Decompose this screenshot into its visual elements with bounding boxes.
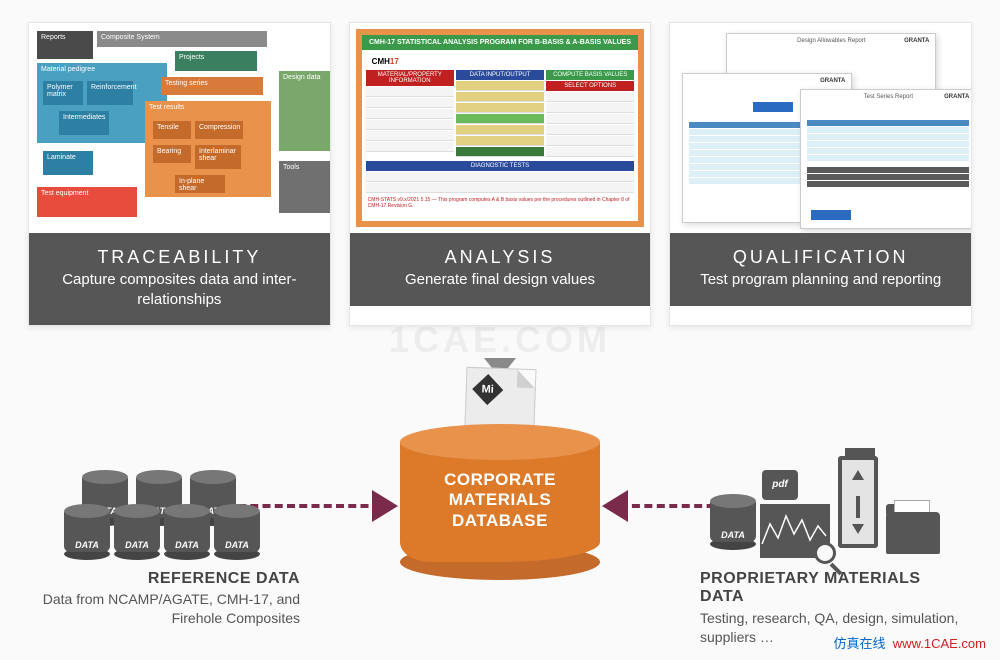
- traceability-diagram: Reports Composite System Material pedigr…: [29, 23, 330, 233]
- tbox-compression: Compression: [195, 121, 243, 139]
- submit-button: [753, 102, 793, 112]
- tbox-polymer: Polymer matrix: [43, 81, 83, 105]
- tbox-composite-system: Composite System: [97, 31, 267, 47]
- tbox-inplane: In-plane shear: [175, 175, 225, 193]
- caption-title: ANALYSIS: [360, 247, 641, 268]
- tbox-tools: Tools: [279, 161, 330, 213]
- tbox-projects: Projects: [175, 51, 257, 71]
- caption-title: TRACEABILITY: [39, 247, 320, 268]
- pdf-icon: pdf: [762, 470, 798, 500]
- magnifier-icon: [814, 542, 836, 564]
- tbox-design-data: Design data: [279, 71, 330, 151]
- proprietary-title: PROPRIETARY MATERIALS DATA: [700, 570, 960, 607]
- folder-icon: [886, 500, 940, 554]
- dashed-connector-left: [238, 504, 393, 508]
- card-qualification: Design Allowables Report GRANTA GRANTA T…: [669, 22, 972, 326]
- caption-qualification: QUALIFICATION Test program planning and …: [670, 233, 971, 306]
- tbox-reports: Reports: [37, 31, 93, 59]
- analysis-footnote: CMH-STATS v9.x/2021 5.15 — This program …: [362, 193, 639, 213]
- data-drum-icon: DATA: [114, 504, 160, 556]
- data-drum-icon: DATA: [710, 494, 756, 546]
- analysis-h-diag: DIAGNOSTIC TESTS: [366, 161, 635, 171]
- analysis-h-matprop: MATERIAL/PROPERTY INFORMATION: [366, 70, 454, 86]
- tbox-tensile: Tensile: [153, 121, 191, 139]
- qualification-reports: Design Allowables Report GRANTA GRANTA T…: [670, 23, 971, 233]
- tbox-bearing: Bearing: [153, 145, 191, 163]
- caption-subtitle: Capture composites data and inter-relati…: [39, 270, 320, 309]
- data-drum-icon: DATA: [214, 504, 260, 556]
- report-page-right: Test Series Report GRANTA: [800, 89, 971, 229]
- tbox-laminate: Laminate: [43, 151, 93, 175]
- analysis-screenshot: CMH-17 STATISTICAL ANALYSIS PROGRAM FOR …: [350, 23, 651, 233]
- caption-analysis: ANALYSIS Generate final design values: [350, 233, 651, 306]
- tbox-intermediates: Intermediates: [59, 111, 109, 135]
- card-analysis: CMH-17 STATISTICAL ANALYSIS PROGRAM FOR …: [349, 22, 652, 326]
- analysis-h-input: DATA INPUT/OUTPUT: [456, 70, 544, 80]
- cmh17-logo: CMH17: [372, 57, 399, 66]
- action-button: [811, 210, 851, 220]
- tbox-testing-series: Testing series: [161, 77, 263, 95]
- brand-logo: GRANTA: [904, 38, 929, 44]
- caption-traceability: TRACEABILITY Capture composites data and…: [29, 233, 330, 325]
- analysis-h-select: SELECT OPTIONS: [546, 81, 634, 91]
- analysis-title: CMH-17 STATISTICAL ANALYSIS PROGRAM FOR …: [362, 35, 639, 50]
- caption-subtitle: Generate final design values: [360, 270, 641, 290]
- data-drum-icon: DATA: [164, 504, 210, 556]
- caption-title: QUALIFICATION: [680, 247, 961, 268]
- reference-data-label: REFERENCE DATA Data from NCAMP/AGATE, CM…: [40, 570, 300, 628]
- reference-subtitle: Data from NCAMP/AGATE, CMH-17, and Fireh…: [40, 590, 300, 628]
- tbox-reinforcement: Reinforcement: [87, 81, 133, 105]
- card-traceability: Reports Composite System Material pedigr…: [28, 22, 331, 326]
- test-machine-icon: [838, 458, 882, 556]
- tbox-test-equipment: Test equipment: [37, 187, 137, 217]
- brand-logo: GRANTA: [820, 78, 845, 84]
- bottom-flow: Mi CORPORATE MATERIALS DATABASE DATA DAT…: [0, 358, 1000, 648]
- arrow-in-right-icon: [602, 490, 628, 522]
- analysis-h-compute: COMPUTE BASIS VALUES: [546, 70, 634, 80]
- database-cylinder: Mi CORPORATE MATERIALS DATABASE: [400, 384, 600, 574]
- tbox-interlaminar: Interlaminar shear: [195, 145, 241, 169]
- top-cards-row: Reports Composite System Material pedigr…: [0, 0, 1000, 326]
- arrow-in-left-icon: [372, 490, 398, 522]
- caption-subtitle: Test program planning and reporting: [680, 270, 961, 290]
- reference-title: REFERENCE DATA: [40, 570, 300, 588]
- brand-logo: GRANTA: [944, 94, 969, 100]
- proprietary-data-icons: DATA pdf: [710, 446, 940, 566]
- watermark: 仿真在线 www.1CAE.com: [834, 633, 986, 652]
- data-drum-icon: DATA: [64, 504, 110, 556]
- database-label: CORPORATE MATERIALS DATABASE: [400, 470, 600, 531]
